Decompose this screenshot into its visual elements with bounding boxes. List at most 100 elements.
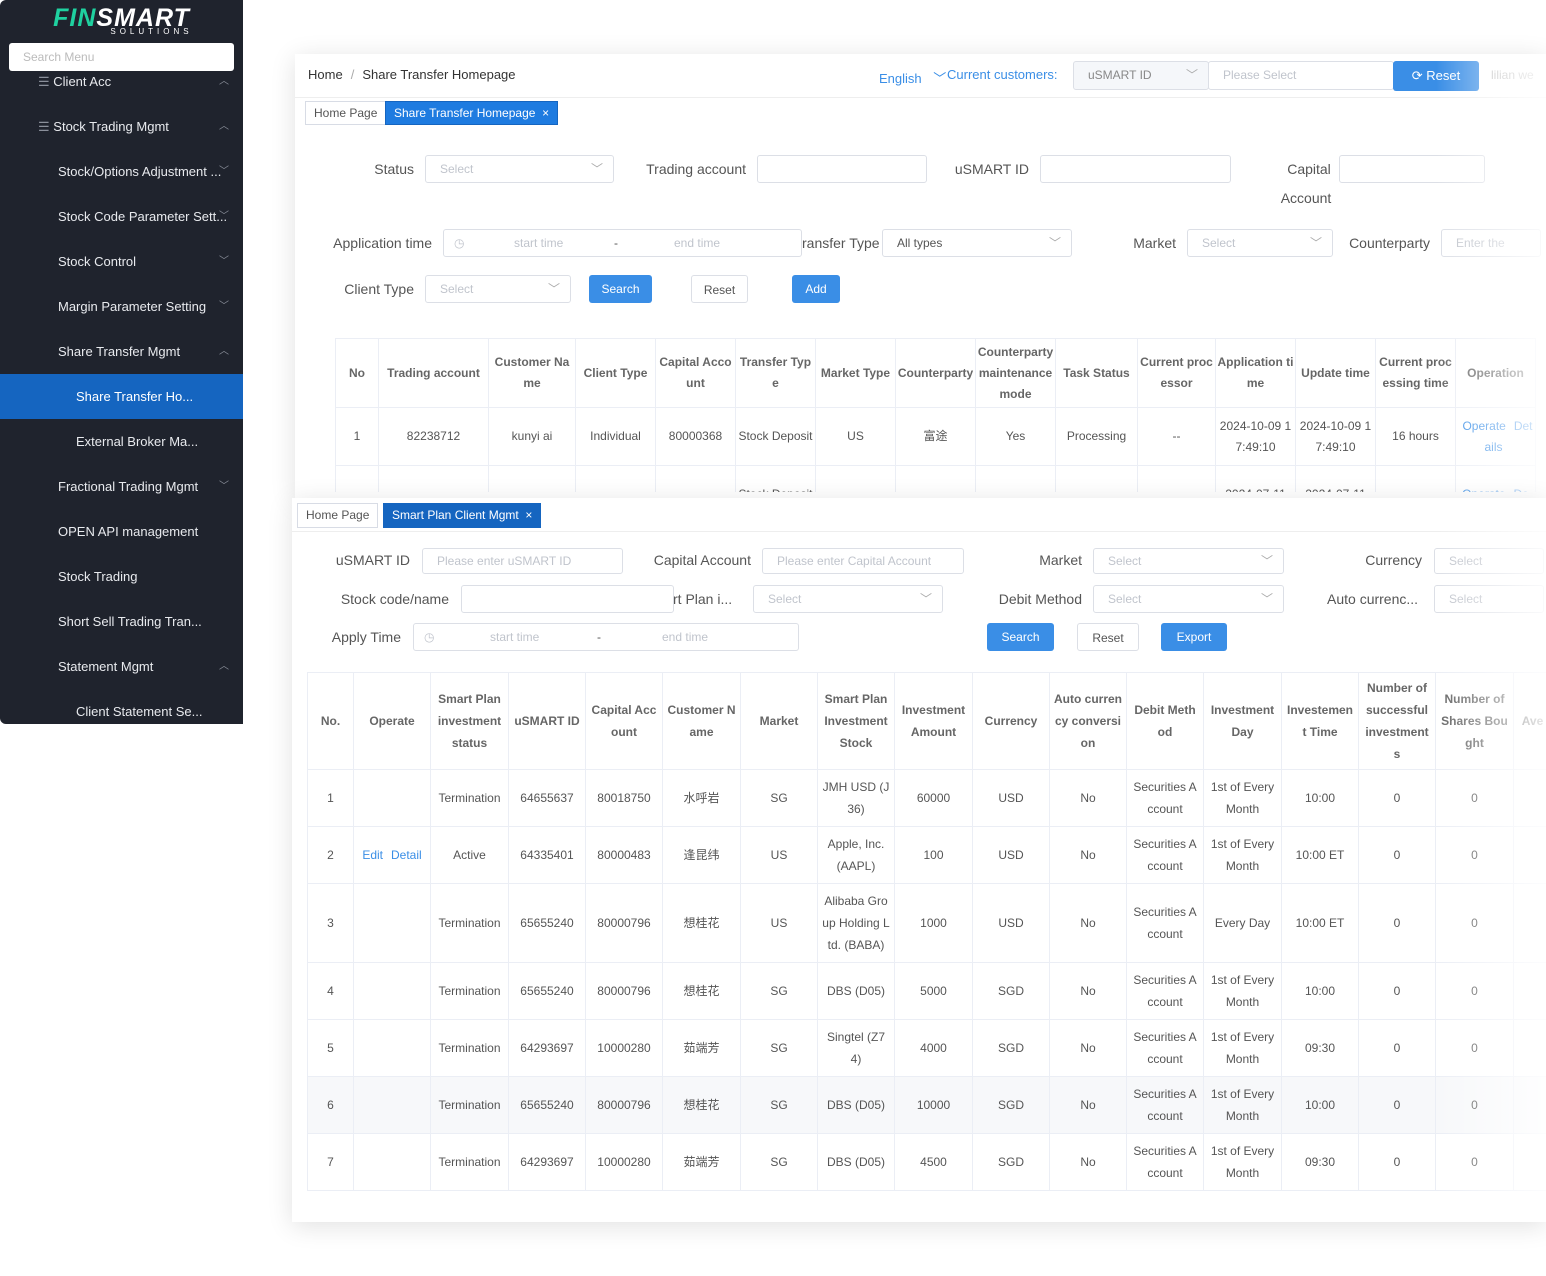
table-cell: 0	[1435, 826, 1514, 884]
row-action[interactable]: De	[1514, 487, 1529, 492]
application-time-range[interactable]: ◷ start time - end time	[443, 229, 802, 257]
table-cell: 64293697	[508, 1133, 586, 1191]
table-cell	[1137, 465, 1216, 492]
usmart-id-input[interactable]: Please enter uSMART ID	[422, 548, 623, 574]
tab-active[interactable]: Share Transfer Homepage ×	[385, 101, 559, 125]
status-select[interactable]: Select ﹀	[425, 155, 614, 183]
table-cell: Termination	[430, 1076, 509, 1134]
table-cell: SG	[740, 962, 818, 1020]
table-row: 2 Edit Detail Active 64335401 80000483 逢昆纬 US Ap…	[307, 826, 1546, 884]
market-select[interactable]: Select ﹀	[1187, 229, 1333, 257]
menu-item[interactable]: Stock Trading	[0, 554, 243, 599]
row-action[interactable]: Operate	[1462, 418, 1506, 433]
row-action[interactable]: Edit	[362, 848, 383, 862]
table-cell: Securities Account	[1126, 1019, 1204, 1077]
table-cell: 10:00 ET	[1281, 883, 1359, 963]
trading-account-input[interactable]	[757, 155, 927, 183]
transfer-type-select[interactable]: All types ﹀	[882, 229, 1072, 257]
table-cell: 80000483	[585, 826, 663, 884]
table-cell: kunyi ai	[488, 407, 576, 466]
table-wrap: No Trading account Customer Name Client Typ…	[335, 338, 1546, 492]
menu-item[interactable]: Short Sell Trading Tran...	[0, 599, 243, 644]
menu-search[interactable]: Search Menu	[9, 43, 234, 71]
capital-account-input[interactable]	[1339, 155, 1485, 183]
table-cell	[488, 465, 576, 492]
market-select[interactable]: Select ﹀	[1093, 548, 1284, 574]
id-type-select[interactable]: uSMART ID ﹀	[1073, 61, 1209, 90]
language[interactable]: English ﹀	[879, 71, 947, 86]
table-cell: 10000	[894, 1076, 973, 1134]
menu-item[interactable]: ☰ Stock Trading Mgmt ︿	[38, 119, 229, 134]
menu-item[interactable]: Share Transfer Ho...	[0, 374, 243, 419]
placeholder: Select	[768, 592, 802, 606]
menu-item[interactable]: Statement Mgmt ︿	[58, 659, 229, 674]
column-header: Currency	[972, 672, 1050, 770]
select-value: All types	[897, 236, 943, 250]
tab[interactable]: Home Page	[305, 101, 387, 125]
menu-item[interactable]: Stock Control ﹀	[58, 254, 229, 269]
menu-label: Fractional Trading Mgmt	[58, 479, 199, 494]
tab-label: Smart Plan Client Mgmt	[392, 508, 519, 522]
reset-button[interactable]: Reset	[691, 275, 748, 303]
menu-item[interactable]: Client Statement Se...	[0, 689, 243, 724]
table-cell: 0	[1435, 883, 1514, 963]
table-cell: 10:00	[1281, 962, 1359, 1020]
plan-select[interactable]: Select ﹀	[753, 585, 943, 613]
reset-button[interactable]: Reset	[1077, 623, 1139, 651]
table-cell: DBS (D05)	[817, 1133, 895, 1191]
search-button[interactable]: Search	[987, 623, 1054, 651]
placeholder: Select	[440, 162, 474, 176]
breadcrumb-item[interactable]: Home	[308, 67, 343, 82]
currency-select[interactable]: Select	[1434, 548, 1544, 574]
logo-fin: FIN	[53, 4, 97, 32]
debit-select[interactable]: Select ﹀	[1093, 585, 1284, 613]
counterparty-input[interactable]: Enter the	[1441, 229, 1541, 257]
stock-input[interactable]	[461, 585, 674, 613]
filter-label: Apply Time	[331, 629, 401, 645]
table-cell: Securities Account	[1126, 883, 1204, 963]
search-button[interactable]: Search	[589, 275, 652, 303]
menu-item[interactable]: ☰ Client Acc ︿	[38, 75, 229, 89]
row-action[interactable]: Operate	[1462, 487, 1505, 492]
share-transfer-content: Home Page Share Transfer Homepage × Stat…	[0, 0, 1546, 499]
customer-input[interactable]: Please Select	[1208, 61, 1394, 90]
placeholder: Select	[440, 282, 474, 296]
table-cell: 0	[1435, 1133, 1514, 1191]
export-button[interactable]: Export	[1161, 623, 1227, 651]
table-cell: Operate De	[1455, 465, 1536, 492]
add-button[interactable]: Add	[792, 275, 840, 303]
table-cell: 0	[1358, 962, 1436, 1020]
column-header: Counterparty maintenance mode	[975, 338, 1056, 408]
filter-label: ransfer Type	[802, 235, 880, 251]
menu-item[interactable]: Stock Code Parameter Sett... ﹀	[58, 209, 229, 224]
menu-item[interactable]: Fractional Trading Mgmt ﹀	[58, 479, 229, 494]
menu-item[interactable]: OPEN API management	[0, 509, 243, 554]
table-cell: Apple, Inc. (AAPL)	[817, 826, 895, 884]
table-cell: 想桂花	[662, 962, 741, 1020]
menu-item[interactable]: External Broker Ma...	[0, 419, 243, 464]
table-cell: 7	[307, 1133, 354, 1191]
row-action[interactable]: Detail	[391, 848, 422, 862]
table-cell	[1513, 1133, 1546, 1191]
column-header: Number of Shares Bought	[1435, 672, 1514, 770]
tab-active[interactable]: Smart Plan Client Mgmt ×	[383, 503, 542, 528]
table-cell: No	[1049, 883, 1127, 963]
usmart-id-input[interactable]	[1040, 155, 1231, 183]
capital-account-input[interactable]: Please enter Capital Account	[762, 548, 964, 574]
table-cell	[1375, 465, 1456, 492]
menu-item[interactable]: Share Transfer Mgmt ︿	[58, 344, 229, 359]
table-cell: SG	[740, 1076, 818, 1134]
table-cell: 0	[1358, 1133, 1436, 1191]
filter-label: Stock code/name	[340, 591, 449, 607]
tab[interactable]: Home Page	[297, 503, 379, 528]
apply-time-range[interactable]: ◷ start time - end time	[413, 623, 799, 651]
menu-label: Short Sell Trading Tran...	[58, 614, 202, 629]
client-type-select[interactable]: Select ﹀	[425, 275, 571, 303]
table-cell: Securities Account	[1126, 826, 1204, 884]
menu-item[interactable]: Margin Parameter Setting ﹀	[58, 299, 229, 314]
table-row: 6 Termination 65655240 80000796 想桂花 SG DBS (D0…	[307, 1076, 1546, 1134]
menu-item[interactable]: Stock/Options Adjustment ... ﹀	[58, 164, 229, 179]
table-cell: 2024-10-09 17:49:10	[1295, 407, 1376, 466]
auto-select[interactable]: Select	[1434, 585, 1544, 613]
table-cell: 0	[1435, 962, 1514, 1020]
